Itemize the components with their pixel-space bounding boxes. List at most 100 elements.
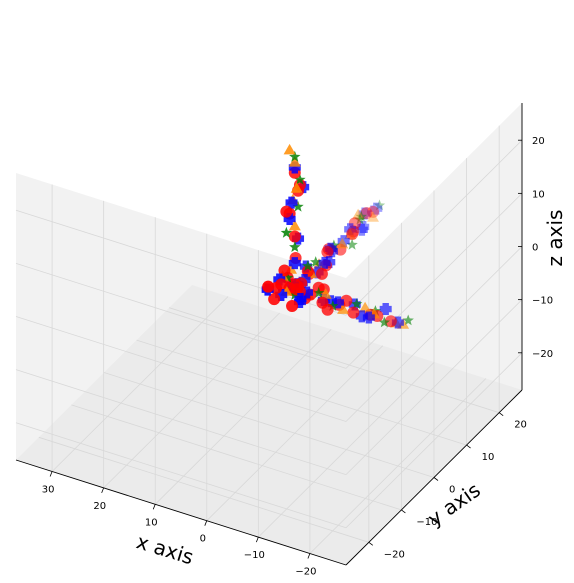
grid-line-y-floor: [38, 436, 369, 543]
grid-line-z-side: [345, 193, 523, 369]
grid-line-z-back: [15, 316, 347, 422]
y-tick: [498, 412, 504, 417]
grid-lines: [15, 125, 523, 554]
y-tick-label: 20: [514, 420, 527, 431]
axis-panes: [16, 103, 522, 565]
data-point-star: [282, 271, 294, 283]
data-point-circle: [268, 293, 281, 306]
y-tick-label: 0: [449, 485, 455, 496]
x-tick-label: 0: [200, 534, 206, 545]
data-point-star: [354, 213, 366, 225]
grid-line-z-back: [15, 262, 347, 369]
z-tick-label: −10: [532, 296, 553, 307]
x-tick-label: −10: [244, 550, 265, 561]
data-point-circle: [346, 228, 359, 241]
data-point-triangle: [352, 208, 365, 220]
x-tick-label: 20: [93, 501, 106, 512]
data-point-star: [328, 239, 340, 251]
z-axis-label: z axis: [543, 210, 567, 267]
data-point-plus: [285, 196, 298, 209]
data-point-star: [378, 316, 390, 328]
y-tick-label: 10: [482, 452, 495, 463]
data-point-plus: [357, 220, 370, 233]
x-tick: [101, 487, 105, 494]
grid-line-y-floor: [169, 307, 500, 414]
data-point-triangle: [319, 288, 332, 299]
grid-line-z-side: [345, 246, 523, 422]
data-point-triangle: [337, 303, 350, 314]
data-point-star: [289, 150, 301, 162]
data-point-star: [310, 256, 322, 267]
y-tick: [466, 444, 471, 449]
data-point-plus: [370, 202, 383, 215]
data-point-star: [302, 260, 314, 271]
grid-line-z-side: [345, 352, 523, 529]
data-point-star: [350, 298, 363, 309]
axis-ticks: −20 −10 0 10 20 30 −20 −10 0 10 20 −20 −10 0 10 20: [42, 136, 553, 577]
grid-line-z-back: [15, 369, 347, 476]
grid-line-z-side: [345, 139, 523, 316]
y-tick-label: −20: [384, 549, 405, 560]
data-point-triangle: [283, 143, 296, 155]
x-tick: [49, 471, 53, 477]
z-tick-label: −20: [532, 349, 553, 360]
data-point-plus: [379, 303, 392, 316]
y-tick: [401, 509, 406, 514]
x-tick: [255, 536, 259, 543]
data-point-star: [294, 173, 306, 185]
grid-line-y-floor: [103, 372, 435, 478]
data-point-circle: [288, 230, 301, 243]
data-point-plus: [288, 257, 301, 270]
x-tick: [307, 553, 311, 559]
x-tick-label: 10: [145, 517, 158, 528]
data-point-star: [289, 241, 301, 252]
data-point-circle: [360, 207, 373, 220]
y-tick: [368, 541, 374, 546]
data-point-star: [292, 200, 304, 212]
data-point-triangle: [359, 301, 372, 313]
z-tick-label: 10: [532, 189, 545, 200]
data-point-circle: [262, 280, 275, 293]
data-point-star: [373, 199, 386, 211]
grid-line-z-side: [345, 299, 523, 475]
x-tick-label: −20: [295, 567, 316, 578]
data-point-circle: [321, 245, 334, 258]
data-point-circle: [286, 299, 299, 312]
x-tick: [204, 520, 208, 526]
grid-line-y-floor: [71, 404, 402, 511]
data-point-circle: [347, 306, 360, 319]
data-point-plus: [358, 207, 371, 220]
data-point-circle: [280, 205, 293, 218]
data-point-star: [280, 226, 293, 238]
x-axis-line: [15, 459, 347, 566]
data-point-circle: [367, 205, 380, 218]
x-tick: [152, 504, 156, 510]
grid-line-z-back: [15, 422, 347, 529]
data-point-plus: [294, 293, 307, 306]
data-point-plus: [318, 256, 331, 269]
y-tick-label: −10: [416, 517, 437, 528]
x-tick-label: 30: [42, 485, 55, 496]
data-point-triangle: [367, 211, 379, 222]
data-point-circle: [384, 315, 397, 328]
data-point-star: [327, 300, 339, 311]
y-tick: [433, 477, 439, 481]
data-point-triangle: [288, 219, 301, 231]
data-point-circle: [315, 267, 328, 280]
z-tick-label: 0: [532, 243, 538, 254]
data-point-star: [355, 210, 367, 222]
grid-line-y-floor: [136, 339, 467, 446]
data-point-star: [346, 238, 358, 250]
data-point-triangle: [290, 182, 303, 193]
data-point-star: [402, 314, 414, 326]
z-tick-label: 20: [532, 136, 545, 147]
data-point-triangle: [288, 156, 301, 167]
grid-line-z-back: [15, 209, 347, 316]
x-axis-label: x axis: [134, 529, 197, 569]
data-points: [261, 143, 414, 329]
data-point-triangle: [336, 237, 349, 249]
data-point-circle: [316, 296, 329, 309]
data-point-star: [313, 287, 325, 298]
